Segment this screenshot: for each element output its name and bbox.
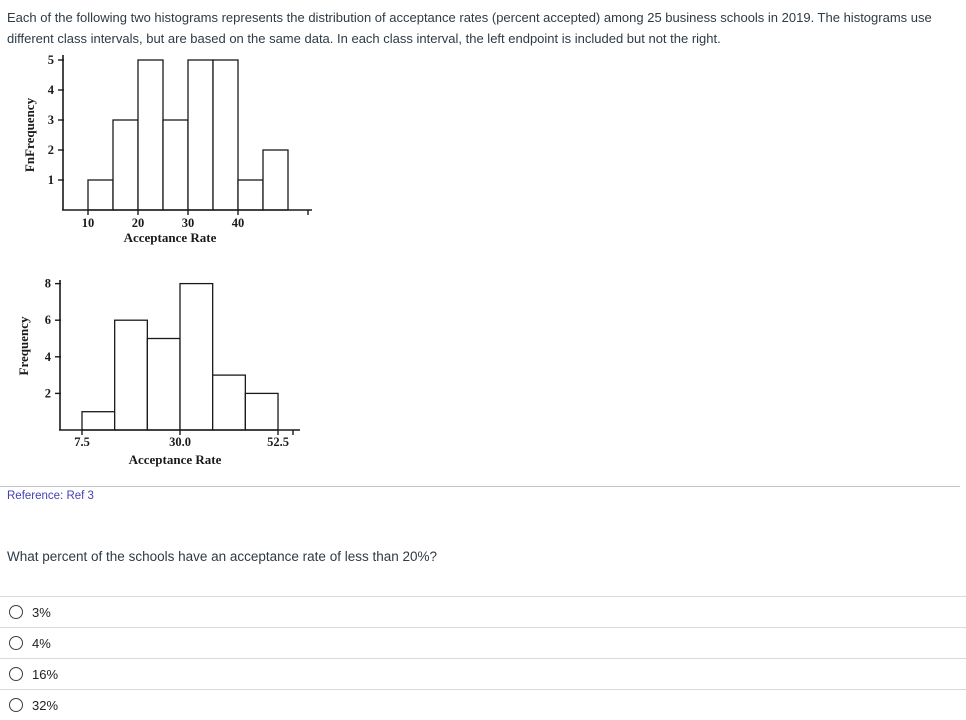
radio-button-icon[interactable] bbox=[9, 605, 23, 619]
reference-divider bbox=[0, 486, 960, 487]
svg-text:10: 10 bbox=[82, 216, 95, 230]
question-intro-text: Each of the following two histograms rep… bbox=[7, 10, 932, 46]
answer-option-label: 32% bbox=[32, 697, 59, 713]
answer-options-list: 3% 4% 16% 32% bbox=[0, 596, 966, 720]
svg-text:Frequency: Frequency bbox=[16, 316, 31, 375]
svg-text:8: 8 bbox=[45, 277, 51, 291]
answer-option-label: 3% bbox=[32, 604, 51, 620]
radio-button-icon[interactable] bbox=[9, 698, 23, 712]
answer-option-row-1[interactable]: 3% bbox=[0, 596, 966, 627]
histogram-1-chart: 1 2 3 4 5 10 20 30 40 Acceptance Rate FnFrequency bbox=[22, 53, 312, 245]
radio-button-icon[interactable] bbox=[9, 667, 23, 681]
svg-text:1: 1 bbox=[48, 173, 54, 187]
svg-text:4: 4 bbox=[45, 350, 52, 364]
svg-text:52.5: 52.5 bbox=[267, 435, 289, 449]
svg-text:2: 2 bbox=[48, 143, 54, 157]
reference-label: Reference: Ref 3 bbox=[7, 490, 94, 502]
svg-text:20: 20 bbox=[132, 216, 145, 230]
answer-option-label: 16% bbox=[32, 666, 59, 682]
answer-option-label: 4% bbox=[32, 635, 51, 651]
question-text: What percent of the schools have an acce… bbox=[7, 549, 438, 564]
svg-text:4: 4 bbox=[48, 83, 55, 97]
svg-text:3: 3 bbox=[48, 113, 54, 127]
histogram-2-chart: 2 4 6 8 7.5 30.0 52.5 Acceptance Rate Frequency bbox=[16, 277, 300, 467]
svg-text:30.0: 30.0 bbox=[169, 435, 191, 449]
svg-text:2: 2 bbox=[45, 386, 51, 400]
answer-option-row-4[interactable]: 32% bbox=[0, 689, 966, 720]
svg-text:40: 40 bbox=[232, 216, 245, 230]
svg-text:30: 30 bbox=[182, 216, 195, 230]
radio-button-icon[interactable] bbox=[9, 636, 23, 650]
svg-text:6: 6 bbox=[45, 313, 51, 327]
svg-text:Acceptance Rate: Acceptance Rate bbox=[124, 230, 217, 245]
svg-text:Acceptance Rate: Acceptance Rate bbox=[129, 452, 222, 467]
answer-option-row-2[interactable]: 4% bbox=[0, 627, 966, 658]
svg-text:7.5: 7.5 bbox=[74, 435, 90, 449]
answer-option-row-3[interactable]: 16% bbox=[0, 658, 966, 689]
svg-text:5: 5 bbox=[48, 53, 54, 67]
svg-text:FnFrequency: FnFrequency bbox=[22, 97, 37, 172]
